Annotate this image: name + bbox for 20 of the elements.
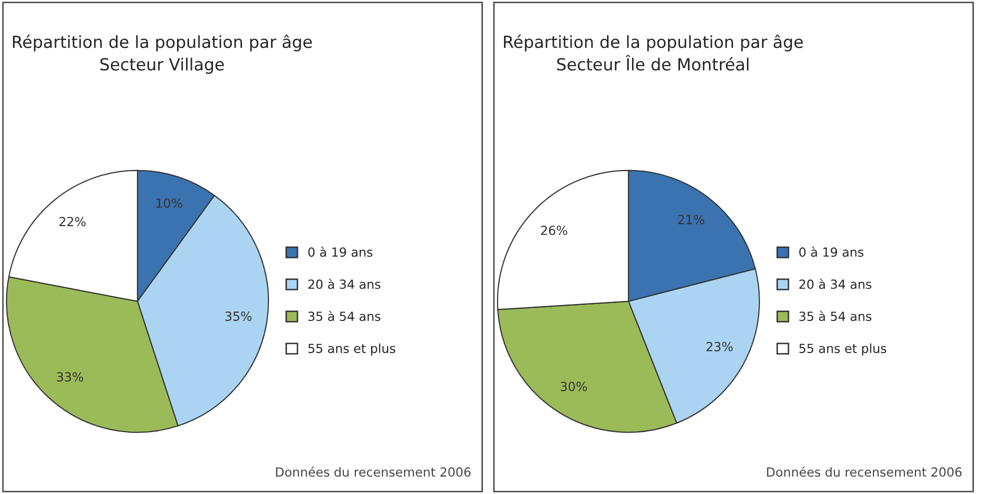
data-label: 30%: [560, 382, 587, 392]
legend-label: 35 à 54 ans: [308, 310, 380, 322]
legend-label: 0 à 19 ans: [308, 246, 372, 257]
text: Données du recensement 2006: [767, 466, 962, 477]
chart-title: Répartition de la population par âge Secteur Île de Montréal: [504, 34, 803, 71]
data-label: 23%: [706, 342, 733, 352]
legend-label: 20 à 34 ans: [799, 278, 872, 289]
legend-label: 35 à 54 ans: [799, 310, 872, 322]
data-label: 22%: [59, 216, 86, 226]
legend-label: 20 à 34 ans: [308, 278, 380, 289]
legend-label: 0 à 19 ans: [799, 246, 864, 257]
legend-label: 55 ans et plus: [308, 343, 396, 356]
chart-title: Répartition de la population par âge Secteur Village: [12, 34, 312, 74]
data-label: 26%: [541, 226, 568, 236]
data-label: 35%: [225, 311, 252, 321]
data-label: 21%: [678, 214, 704, 224]
data-label: 33%: [57, 372, 84, 382]
text: Données du recensement 2006: [276, 466, 471, 477]
data-label: 10%: [156, 198, 182, 208]
legend-label: 55 ans et plus: [799, 343, 886, 356]
